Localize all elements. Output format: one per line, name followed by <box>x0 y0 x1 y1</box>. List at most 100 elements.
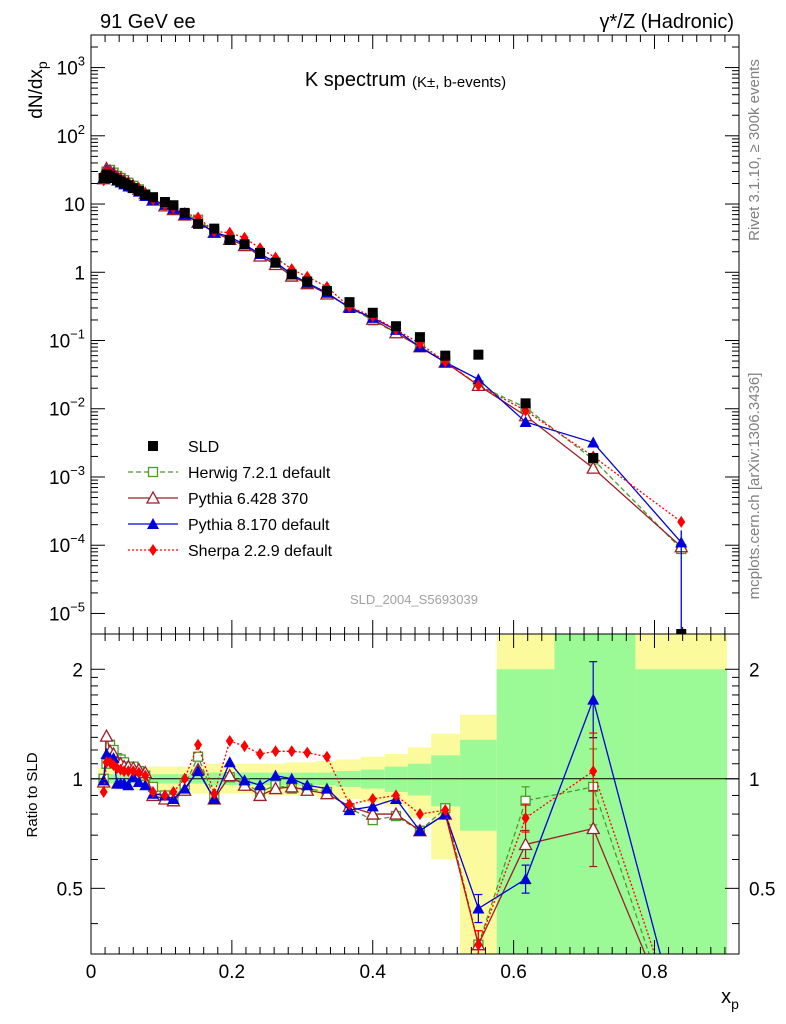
main-marker-sld <box>179 207 190 218</box>
legend-marker <box>147 518 159 529</box>
ratio-marker-pythia-6-428-370 <box>222 768 237 782</box>
ratio-marker-pythia-6-428-370 <box>365 806 380 820</box>
ratio-y-tick-label: 2 <box>72 660 83 681</box>
ratio-marker-pythia-8-170-default <box>223 756 236 768</box>
main-y-tick-label: 1 <box>74 263 85 284</box>
x-tick-label: 0 <box>86 962 97 983</box>
main-marker-sld <box>321 286 332 297</box>
ratio-marker-pythia-8-170-default <box>269 769 282 781</box>
legend-item-pythia-8-170-default: Pythia 8.170 default <box>128 517 330 534</box>
main-marker-sld <box>302 276 313 287</box>
main-marker-sld <box>168 200 179 211</box>
x-tick-label: 0.4 <box>360 962 387 983</box>
legend: SLD Herwig 7.2.1 default Pythia 6.428 370 P… <box>128 439 333 560</box>
legend-label: Pythia 6.428 370 <box>188 491 308 508</box>
main-y-tick-label: 10−4 <box>49 531 85 557</box>
main-marker-sld <box>676 629 687 634</box>
ratio-series-sherpa-2-2-9-default <box>99 732 656 954</box>
legend-marker <box>148 441 158 451</box>
ratio-marker-sherpa-2-2-9-default <box>180 772 189 785</box>
legend-item-pythia-6-428-370: Pythia 6.428 370 <box>128 490 308 508</box>
x-axis-label: xp <box>721 986 739 1012</box>
main-marker-sld <box>128 183 139 194</box>
main-marker-pythia-6-428-370 <box>586 460 601 474</box>
header-right: γ*/Z (Hadronic) <box>600 11 734 33</box>
ratio-y-tick-label: 0.5 <box>57 879 83 900</box>
ratio-marker-sherpa-2-2-9-default <box>99 785 108 798</box>
legend-item-sherpa-2-2-9-default: Sherpa 2.2.9 default <box>128 543 333 560</box>
main-y-tick-label: 102 <box>57 122 85 148</box>
ratio-marker-pythia-6-428-370 <box>586 821 601 835</box>
main-marker-pythia-8-170-default <box>472 373 485 385</box>
main-marker-sld <box>209 223 220 234</box>
ratio-marker-sherpa-2-2-9-default <box>474 938 483 951</box>
ratio-marker-sherpa-2-2-9-default <box>589 765 598 778</box>
main-line-pythia-6-428-370 <box>103 167 682 548</box>
ratio-marker-pythia-8-170-default <box>192 765 205 777</box>
main-marker-pythia-8-170-default <box>675 536 688 548</box>
ratio-y-tick-label-right: 2 <box>749 660 760 681</box>
ratio-marker-pythia-8-170-default <box>254 779 267 791</box>
ratio-marker-pythia-6-428-370 <box>252 788 268 802</box>
ratio-marker-sherpa-2-2-9-default <box>391 789 400 802</box>
ratio-y-axis-label: Ratio to SLD <box>24 752 41 837</box>
main-marker-sld <box>344 297 355 308</box>
main-series-sld <box>98 169 687 634</box>
ratio-marker-pythia-6-428-370 <box>268 781 283 795</box>
ratio-marker-sherpa-2-2-9-default <box>160 789 169 802</box>
ratio-y-tick-label-right: 0.5 <box>749 879 775 900</box>
main-axes: 10−5 10−4 10−3 10−2 10−1 1 10 102 103 <box>49 34 739 634</box>
ratio-marker-sherpa-2-2-9-default <box>303 746 312 759</box>
ratio-marker-sherpa-2-2-9-default <box>120 765 129 778</box>
ratio-marker-sherpa-2-2-9-default <box>240 740 249 753</box>
main-y-axis-label: dN/dxp <box>26 61 50 119</box>
ratio-marker-sherpa-2-2-9-default <box>256 747 265 760</box>
chart-title: K spectrum <box>305 69 406 91</box>
main-y-tick-label: 10−3 <box>49 463 85 489</box>
ratio-marker-pythia-8-170-default <box>285 772 298 784</box>
ratio-marker-sherpa-2-2-9-default <box>134 766 143 779</box>
main-marker-sld <box>440 350 451 361</box>
ratio-marker-pythia-6-428-370 <box>518 837 533 851</box>
ratio-marker-sherpa-2-2-9-default <box>415 808 424 821</box>
legend-marker <box>145 490 161 504</box>
main-marker-pythia-8-170-default <box>587 436 600 448</box>
main-series-pythia-8-170-default <box>97 164 688 634</box>
main-marker-sherpa-2-2-9-default <box>677 515 686 528</box>
ratio-marker-pythia-6-428-370 <box>284 779 299 793</box>
stat-uncertainty-band <box>384 766 408 792</box>
main-marker-sld <box>286 269 297 280</box>
main-marker-sld <box>224 234 235 245</box>
main-series-group <box>96 161 689 634</box>
main-marker-sld <box>367 307 378 318</box>
legend-item-sld: SLD <box>148 439 219 456</box>
ratio-marker-sherpa-2-2-9-default <box>194 738 203 751</box>
rivet-label: Rivet 3.1.10, ≥ 300k events <box>746 59 763 241</box>
ratio-marker-sherpa-2-2-9-default <box>129 765 138 778</box>
main-marker-sld <box>588 452 599 463</box>
ratio-marker-pythia-8-170-default <box>320 782 333 794</box>
legend-label: Sherpa 2.2.9 default <box>188 543 333 560</box>
ratio-marker-sherpa-2-2-9-default <box>225 735 234 748</box>
ratio-marker-pythia-8-170-default <box>366 800 379 812</box>
ratio-marker-pythia-6-428-370 <box>388 806 404 820</box>
ratio-uncertainty-bands <box>98 634 728 954</box>
chart-subtitle: (K±, b-events) <box>412 74 506 91</box>
ratio-marker-sherpa-2-2-9-default <box>322 750 331 763</box>
ratio-marker-sherpa-2-2-9-default <box>368 793 377 806</box>
ratio-marker-pythia-8-170-default <box>413 824 426 836</box>
ratio-marker-sherpa-2-2-9-default <box>345 798 354 811</box>
main-series-pythia-6-428-370 <box>96 161 689 553</box>
ratio-marker-pythia-8-170-default <box>238 774 251 786</box>
legend-marker <box>147 466 159 478</box>
main-marker-pythia-8-170-default <box>519 415 532 427</box>
main-marker-sld <box>140 189 151 200</box>
legend-item-herwig-7-2-1-default: Herwig 7.2.1 default <box>128 465 331 482</box>
ratio-y-tick-label: 1 <box>72 770 83 791</box>
ratio-marker-sherpa-2-2-9-default <box>287 745 296 758</box>
stat-uncertainty-band <box>635 669 728 954</box>
ratio-marker-pythia-8-170-default <box>97 774 110 786</box>
header-left: 91 GeV ee <box>100 11 196 33</box>
main-y-tick-label: 103 <box>57 54 85 80</box>
